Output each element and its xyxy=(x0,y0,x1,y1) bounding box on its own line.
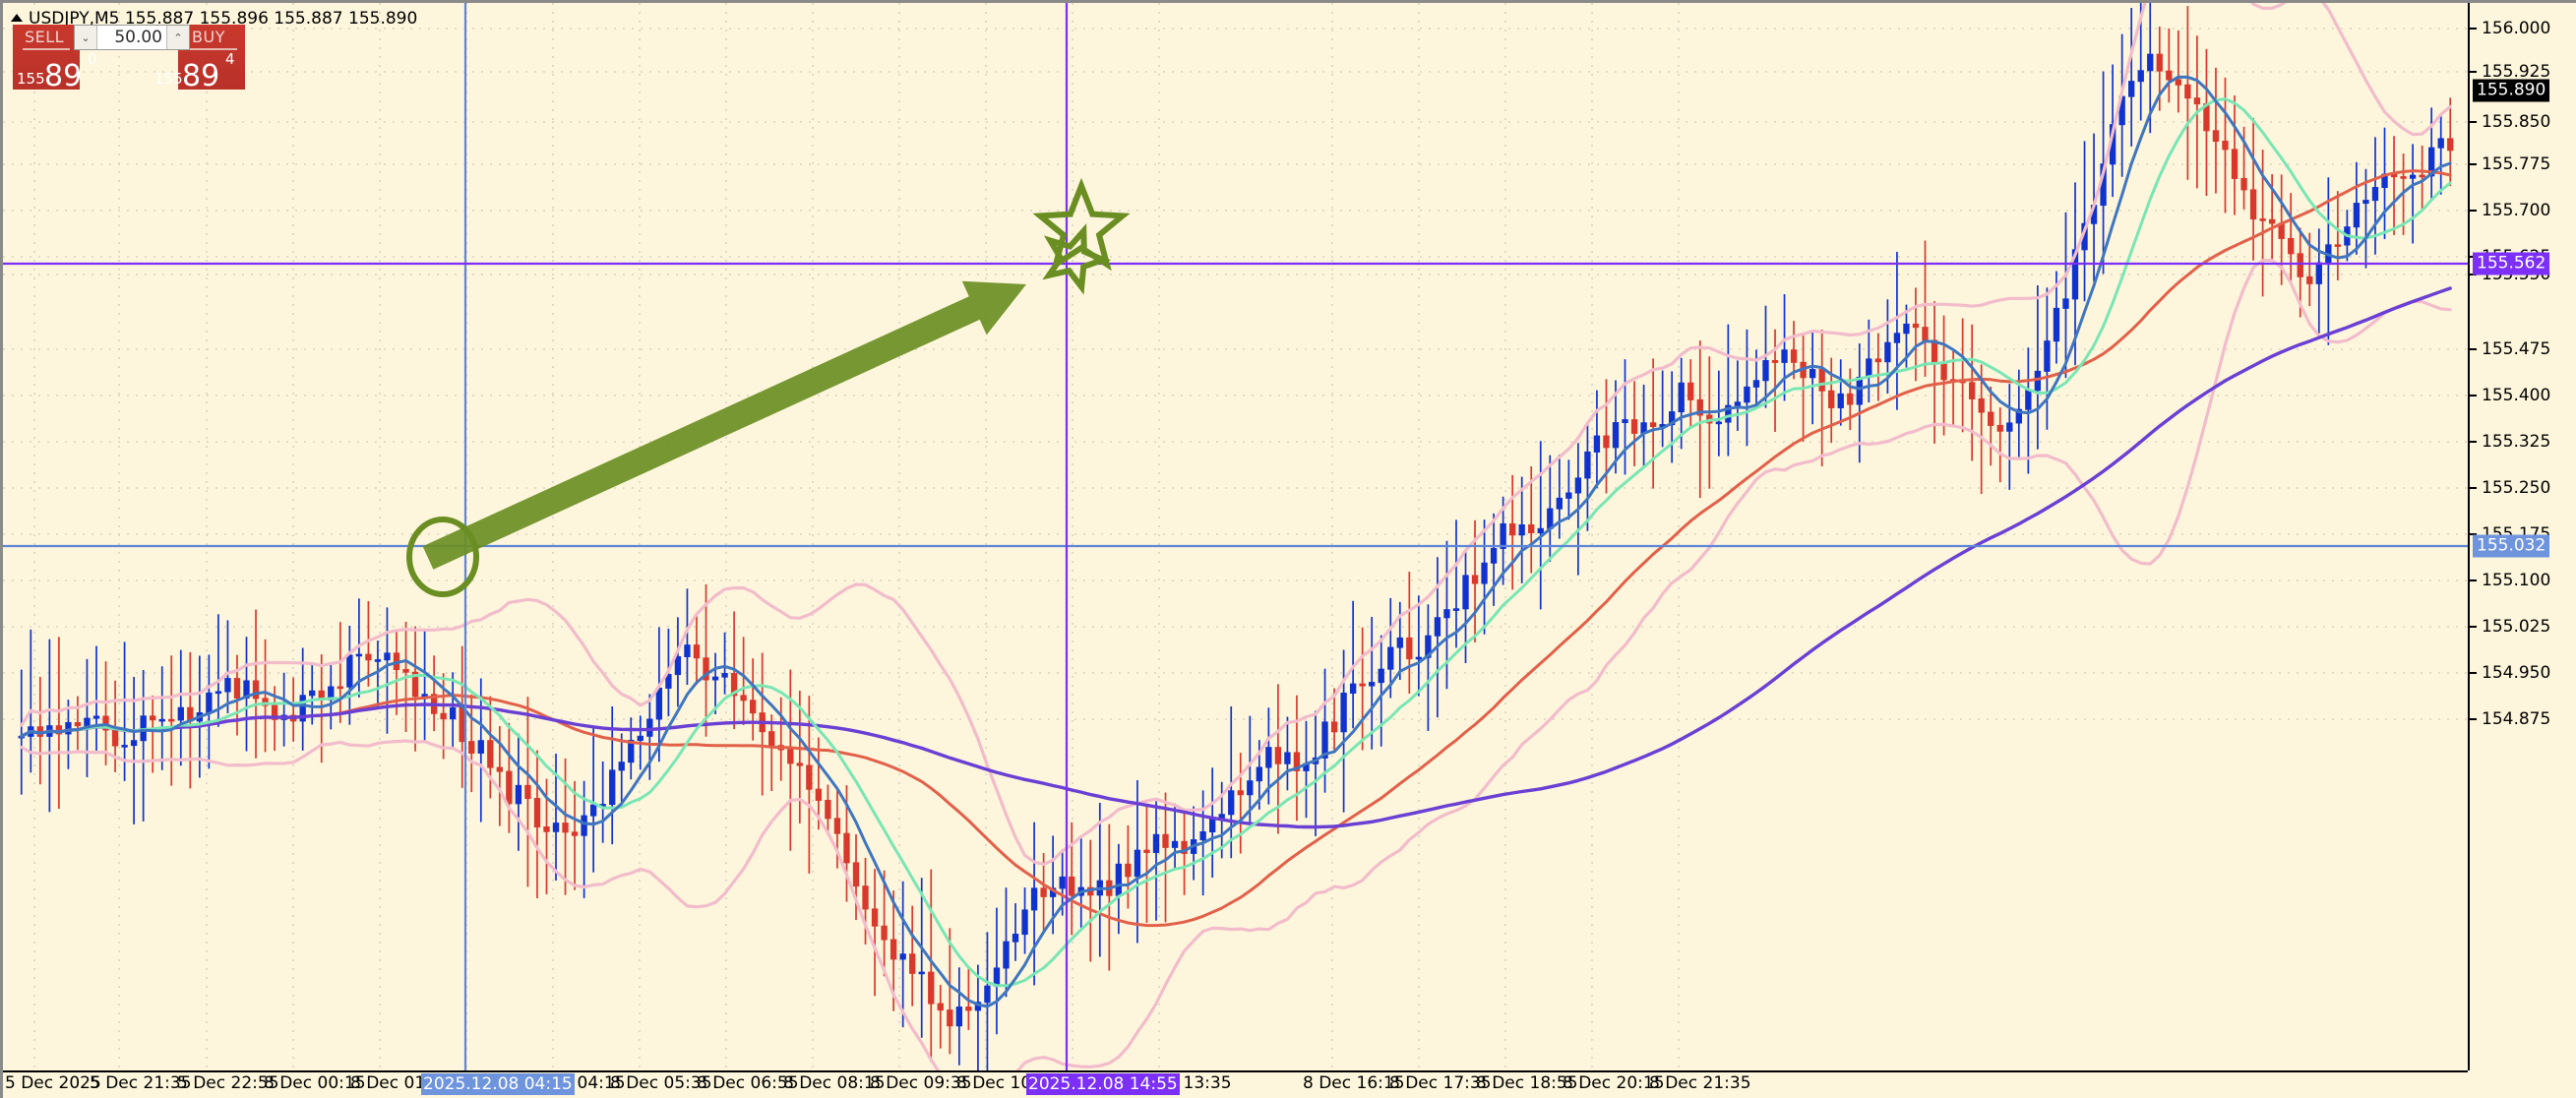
price-marker-tag: 155.562 xyxy=(2473,252,2550,275)
price-label: 155.400 xyxy=(2482,386,2551,405)
buy-price-fraction: 4 xyxy=(225,50,235,68)
one-click-trading-panel[interactable]: SELL BUY 155 89 0 155 89 4 ⌄ 50.00 ⌃ xyxy=(13,25,245,93)
price-tick xyxy=(2470,441,2477,443)
volume-input[interactable]: 50.00 xyxy=(114,28,162,47)
time-marker-tag: 2025.12.08 04:15 xyxy=(421,1073,575,1095)
price-label: 155.700 xyxy=(2482,201,2551,220)
price-tick xyxy=(2470,28,2477,30)
scale-corner xyxy=(2468,1070,2576,1098)
buy-price: 155 89 4 xyxy=(151,50,245,93)
price-label: 155.325 xyxy=(2482,432,2551,452)
bollinger-upper xyxy=(20,3,2452,867)
grid xyxy=(3,3,2468,1070)
price-marker-tag: 155.032 xyxy=(2473,534,2550,558)
candlesticks xyxy=(18,3,2454,1070)
price-tick xyxy=(2470,210,2477,212)
time-label: 8 Dec 05:35 xyxy=(610,1073,712,1093)
time-label: 8 Dec 17:35 xyxy=(1389,1073,1492,1093)
volume-stepper[interactable]: ⌄ 50.00 ⌃ xyxy=(74,25,190,50)
ellipse-marker xyxy=(406,517,479,597)
price-label: 154.950 xyxy=(2482,663,2551,683)
chart-canvas xyxy=(3,3,2468,1070)
price-tick xyxy=(2470,71,2477,73)
time-label: 8 Dec 06:55 xyxy=(697,1073,799,1093)
collapse-triangle-icon[interactable] xyxy=(11,14,23,22)
price-tick xyxy=(2470,487,2477,489)
buy-divider xyxy=(190,48,237,50)
sell-price: 155 89 0 xyxy=(13,50,111,93)
sell-price-prefix: 155 xyxy=(17,70,45,88)
price-label: 155.775 xyxy=(2482,154,2551,174)
price-tick xyxy=(2470,121,2477,123)
price-label: 155.475 xyxy=(2482,339,2551,359)
bollinger-lower xyxy=(20,259,2452,1070)
time-label: 8 Dec 00:15 xyxy=(264,1073,366,1093)
sell-price-fraction: 0 xyxy=(88,50,97,68)
price-label: 155.850 xyxy=(2482,112,2551,132)
price-tick xyxy=(2470,163,2477,165)
sell-button[interactable] xyxy=(13,25,80,90)
price-tick xyxy=(2470,395,2477,396)
star-marker-small xyxy=(1042,223,1112,295)
price-scale[interactable]: 156.000155.925155.850155.775155.700155.6… xyxy=(2468,3,2576,1070)
sell-label: SELL xyxy=(25,28,65,46)
price-tick xyxy=(2470,348,2477,350)
price-tick xyxy=(2470,718,2477,720)
price-label: 155.025 xyxy=(2482,617,2551,637)
ma-fast-blue xyxy=(20,75,2452,1008)
price-label: 154.875 xyxy=(2482,709,2551,729)
price-tick xyxy=(2470,580,2477,581)
time-label: 8 Dec 21:35 xyxy=(1649,1073,1751,1093)
time-label: 5 Dec 2025 xyxy=(5,1073,101,1093)
time-label: 8 Dec 08:15 xyxy=(783,1073,886,1093)
buy-price-prefix: 155 xyxy=(154,70,183,88)
price-label: 155.925 xyxy=(2482,62,2551,82)
chevron-up-icon[interactable]: ⌃ xyxy=(166,26,189,49)
time-label: 8 Dec 09:35 xyxy=(870,1073,972,1093)
buy-label: BUY xyxy=(192,28,225,46)
sell-price-main: 89 xyxy=(44,59,83,93)
trend-arrow xyxy=(422,280,1027,570)
time-label: 8 Dec 16:15 xyxy=(1303,1073,1405,1093)
price-tick xyxy=(2470,626,2477,628)
price-label: 155.100 xyxy=(2482,571,2551,590)
chart-title-text: USDJPY,M5 155.887 155.896 155.887 155.89… xyxy=(29,9,418,29)
time-label: 5 Dec 22:55 xyxy=(177,1073,279,1093)
price-tick xyxy=(2470,533,2477,535)
time-label: 8 Dec 18:55 xyxy=(1476,1073,1578,1093)
time-scale[interactable]: 5 Dec 2025 5 Dec 21:35 5 Dec 22:55 8 Dec 00… xyxy=(3,1070,2468,1098)
time-label: 5 Dec 21:35 xyxy=(90,1073,192,1093)
ma-purple xyxy=(20,286,2452,829)
time-label: 8 Dec 20:15 xyxy=(1563,1073,1665,1093)
chart-title: USDJPY,M5 155.887 155.896 155.887 155.89… xyxy=(11,9,417,29)
sell-divider xyxy=(23,48,70,50)
ma-green xyxy=(20,97,2452,988)
chart-plot-area[interactable] xyxy=(3,3,2468,1070)
price-marker-tag: 155.890 xyxy=(2473,79,2550,102)
chevron-down-icon[interactable]: ⌄ xyxy=(75,26,97,49)
price-label: 155.250 xyxy=(2482,478,2551,498)
price-label: 156.000 xyxy=(2482,19,2551,38)
ma-red xyxy=(20,169,2452,928)
price-tick xyxy=(2470,672,2477,674)
buy-price-main: 89 xyxy=(182,59,220,93)
time-marker-tag: 2025.12.08 14:55 xyxy=(1026,1073,1180,1095)
